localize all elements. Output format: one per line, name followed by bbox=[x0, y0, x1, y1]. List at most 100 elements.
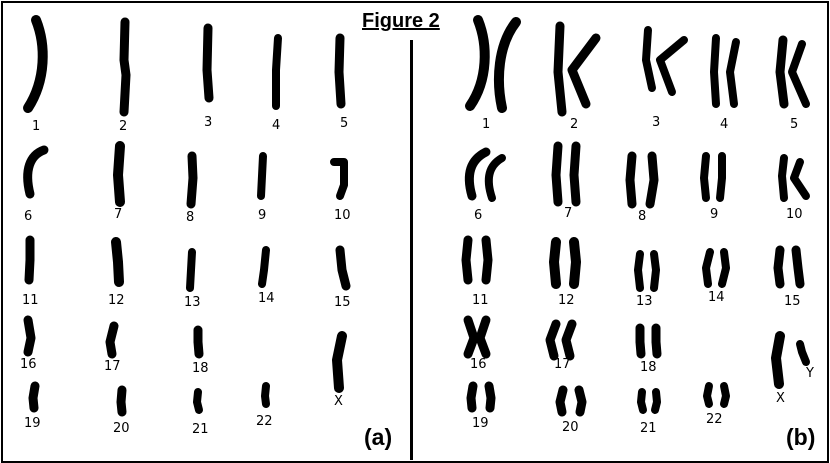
label-a-7: 7 bbox=[114, 207, 123, 222]
label-a-20: 20 bbox=[113, 421, 130, 436]
label-a-19: 19 bbox=[24, 416, 41, 431]
chromosome-b-8-right bbox=[645, 151, 659, 209]
label-a-11: 11 bbox=[22, 293, 39, 308]
label-a-4: 4 bbox=[272, 118, 281, 133]
label-b-16: 16 bbox=[470, 357, 487, 372]
label-a-15: 15 bbox=[334, 295, 351, 310]
label-a-21: 21 bbox=[192, 422, 209, 437]
chromosome-a-20 bbox=[116, 385, 127, 417]
label-a-13: 13 bbox=[184, 295, 201, 310]
label-b-5: 5 bbox=[790, 117, 799, 132]
chromosome-b-16-right bbox=[475, 315, 491, 359]
chromosome-a-3 bbox=[202, 23, 214, 103]
chromosome-b-9-left bbox=[700, 152, 710, 202]
panel-b-chromosomes bbox=[461, 15, 810, 417]
chromosome-a-11 bbox=[24, 235, 35, 285]
label-a-18: 18 bbox=[192, 361, 209, 376]
chromosome-b-14-left bbox=[702, 248, 714, 288]
chromosome-b-6-right bbox=[484, 154, 506, 202]
label-b-4: 4 bbox=[720, 117, 729, 132]
label-b-19: 19 bbox=[472, 416, 489, 431]
label-b-8: 8 bbox=[638, 209, 647, 224]
chromosome-b-4-left bbox=[710, 34, 720, 108]
chromosome-b-1-right bbox=[493, 17, 521, 113]
label-a-12: 12 bbox=[108, 293, 125, 308]
chromosome-a-5 bbox=[334, 33, 346, 109]
label-b-11: 11 bbox=[472, 293, 489, 308]
label-b-12: 12 bbox=[558, 293, 575, 308]
panel-a-chromosomes bbox=[23, 15, 351, 417]
chromosome-a-18 bbox=[193, 325, 204, 359]
panel-divider bbox=[410, 40, 413, 460]
chromosome-b-10-left bbox=[778, 154, 788, 202]
chromosome-b-16-left bbox=[463, 315, 479, 359]
chromosome-a-8 bbox=[186, 151, 198, 209]
chromosome-b-11-right bbox=[481, 235, 493, 285]
chromosome-b-10-right bbox=[790, 158, 810, 200]
label-b-x: X bbox=[776, 391, 785, 406]
chromosome-b-15-right bbox=[791, 245, 805, 289]
label-a-6: 6 bbox=[24, 209, 33, 224]
label-a-8: 8 bbox=[186, 210, 195, 225]
chromosome-b-21-right bbox=[651, 388, 661, 414]
chromosome-b-6-left bbox=[464, 147, 491, 201]
label-b-22: 22 bbox=[706, 412, 723, 427]
chromosome-b-21-left bbox=[637, 388, 647, 414]
chromosome-a-19 bbox=[28, 381, 40, 413]
chromosome-b-5-right bbox=[788, 40, 810, 108]
chromosome-b-12-right bbox=[569, 237, 581, 289]
chromosome-b-15-left bbox=[773, 245, 785, 289]
chromosome-b-8-left bbox=[625, 151, 637, 209]
chromosome-b-13-right bbox=[650, 250, 660, 292]
label-a-10: 10 bbox=[334, 208, 351, 223]
label-b-18: 18 bbox=[640, 360, 657, 375]
chromosome-b-2-left bbox=[553, 21, 567, 117]
chromosome-a-21 bbox=[193, 388, 203, 414]
chromosome-b-2-right bbox=[567, 33, 601, 109]
label-b-1: 1 bbox=[482, 117, 491, 132]
chromosome-b-19-right bbox=[484, 381, 496, 413]
chromosome-b-19-left bbox=[466, 381, 478, 413]
chromosome-a-15 bbox=[335, 245, 351, 291]
panel-a-label: (a) bbox=[364, 424, 393, 450]
label-a-5: 5 bbox=[340, 116, 349, 131]
chromosome-b-7-right bbox=[569, 141, 581, 207]
chromosome-a-x bbox=[332, 331, 347, 393]
chromosome-b-1-left bbox=[465, 15, 490, 111]
label-a-22: 22 bbox=[256, 414, 273, 429]
chromosome-a-22 bbox=[261, 382, 270, 408]
chromosome-b-y bbox=[796, 340, 810, 366]
label-a-17: 17 bbox=[104, 359, 121, 374]
chromosome-b-13-left bbox=[634, 250, 644, 292]
chromosome-a-1 bbox=[23, 15, 48, 113]
label-b-20: 20 bbox=[562, 420, 579, 435]
label-b-21: 21 bbox=[640, 421, 657, 436]
chromosome-a-6 bbox=[23, 145, 49, 199]
chromosome-a-13 bbox=[186, 248, 196, 292]
label-b-6: 6 bbox=[474, 208, 483, 223]
chromosome-b-7-left bbox=[551, 141, 563, 207]
label-a-16: 16 bbox=[20, 357, 37, 372]
label-b-y: Y bbox=[806, 366, 814, 381]
chromosome-b-3-right bbox=[656, 36, 688, 96]
label-b-17: 17 bbox=[554, 357, 571, 372]
label-b-14: 14 bbox=[708, 290, 725, 305]
chromosome-b-11-left bbox=[461, 235, 473, 285]
chromosome-b-18-right bbox=[651, 323, 662, 359]
chromosome-a-7 bbox=[113, 141, 125, 207]
chromosome-a-14 bbox=[258, 246, 270, 288]
chromosome-a-10 bbox=[330, 158, 348, 200]
chromosome-b-4-right bbox=[726, 38, 740, 108]
label-a-9: 9 bbox=[258, 208, 267, 223]
label-b-13: 13 bbox=[636, 294, 653, 309]
figure-title: Figure 2 bbox=[362, 10, 440, 32]
chromosome-a-16 bbox=[23, 315, 36, 357]
label-a-1: 1 bbox=[32, 119, 41, 134]
chromosome-b-5-left bbox=[775, 35, 789, 109]
chromosome-b-14-right bbox=[718, 248, 730, 288]
label-b-9: 9 bbox=[710, 207, 719, 222]
label-a-3: 3 bbox=[204, 115, 213, 130]
chromosome-b-12-left bbox=[549, 237, 561, 289]
